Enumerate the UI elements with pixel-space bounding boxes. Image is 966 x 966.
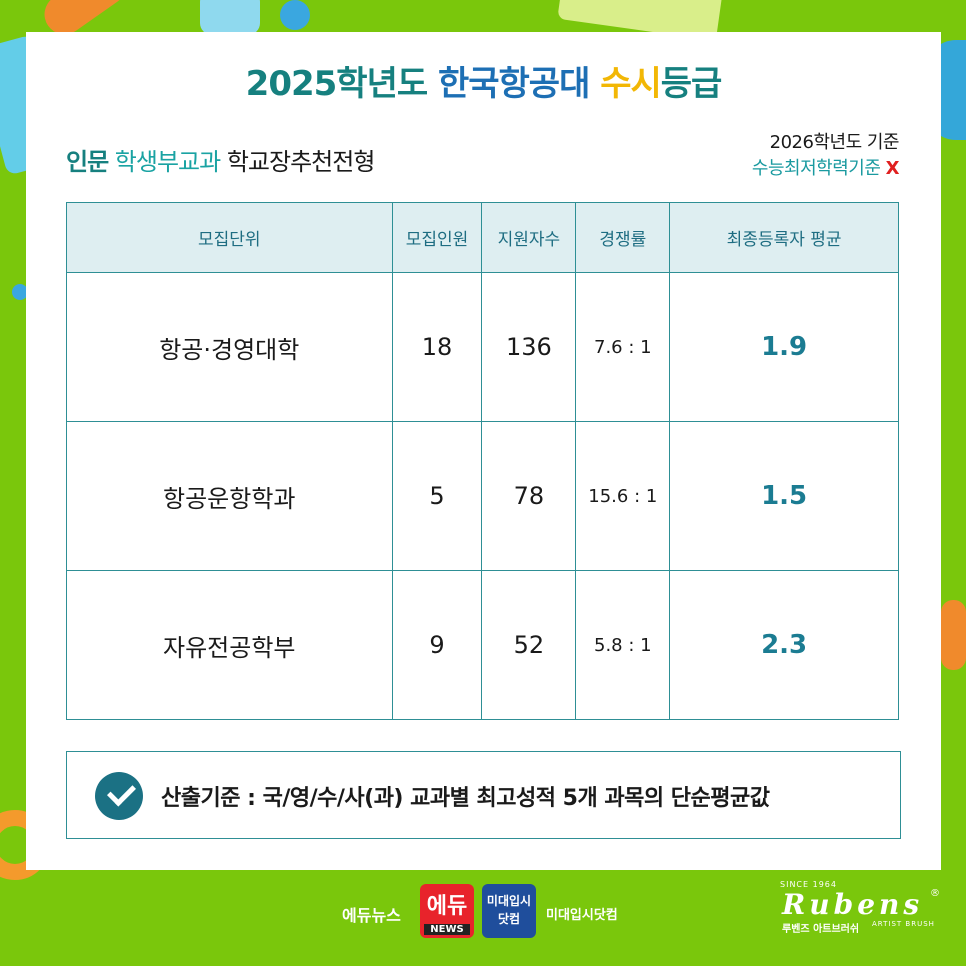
- header-ratio: 경쟁률: [575, 202, 671, 273]
- basis-x-mark: X: [885, 158, 900, 179]
- cell-unit: 자유전공학부: [66, 570, 393, 720]
- table-header-row: 모집단위 모집인원 지원자수 경쟁률 최종등록자 평균: [66, 202, 899, 273]
- cell-quota: 9: [391, 570, 483, 720]
- table-row: 항공운항학과 5 78 15.6 : 1 1.5: [66, 421, 899, 571]
- header-unit: 모집단위: [66, 202, 393, 273]
- rubens-since: SINCE 1964: [780, 880, 837, 889]
- footer-edunews-text: 에듀뉴스: [342, 906, 401, 925]
- rubens-korean-name: 루벤즈 아트브러쉬: [782, 924, 860, 935]
- results-table: 모집단위 모집인원 지원자수 경쟁률 최종등록자 평균 항공·경영대학 18 1…: [66, 202, 899, 720]
- check-icon: [95, 772, 143, 820]
- cell-average: 2.3: [669, 570, 899, 720]
- header-quota: 모집인원: [391, 202, 483, 273]
- footer-midae-text: 미대입시닷컴: [546, 908, 618, 923]
- rubens-registered-mark: ®: [930, 888, 940, 899]
- rubens-logo: Rubens: [782, 888, 924, 921]
- subtitle-category: 인문: [66, 148, 109, 176]
- cell-average: 1.9: [669, 272, 899, 422]
- basis-csat: 수능최저학력기준: [751, 158, 886, 179]
- edunews-logo-sub: NEWS: [424, 924, 470, 935]
- cell-ratio: 15.6 : 1: [575, 421, 671, 571]
- decorative-orange-shape: [941, 600, 966, 670]
- title-year: 2025학년도: [245, 64, 438, 104]
- decorative-dot: [12, 284, 28, 300]
- calculation-note: 산출기준 : 국/영/수/사(과) 교과별 최고성적 5개 과목의 단순평균값: [66, 751, 901, 839]
- basis-note: 2026학년도 기준 수능최저학력기준 X: [751, 130, 900, 182]
- cell-average: 1.5: [669, 421, 899, 571]
- midae-logo-line2: 닷컴: [497, 912, 521, 926]
- footer: 에듀뉴스 에듀 NEWS 미대입시 닷컴 미대입시닷컴 SINCE 1964 R…: [0, 880, 966, 966]
- cell-applicants: 78: [481, 421, 577, 571]
- decorative-star: [280, 0, 310, 30]
- rubens-english-name: ARTIST BRUSH: [872, 920, 935, 928]
- cell-ratio: 5.8 : 1: [575, 570, 671, 720]
- subtitle-type: 학생부교과: [108, 148, 227, 176]
- table-row: 자유전공학부 9 52 5.8 : 1 2.3: [66, 570, 899, 720]
- header-average: 최종등록자 평균: [669, 202, 899, 273]
- cell-quota: 18: [391, 272, 483, 422]
- table-row: 항공·경영대학 18 136 7.6 : 1 1.9: [66, 272, 899, 422]
- title-school: 한국항공대: [437, 64, 601, 104]
- cell-unit: 항공운항학과: [66, 421, 393, 571]
- cell-ratio: 7.6 : 1: [575, 272, 671, 422]
- page-title: 2025학년도 한국항공대 수시등급: [26, 56, 941, 105]
- calculation-note-text: 산출기준 : 국/영/수/사(과) 교과별 최고성적 5개 과목의 단순평균값: [161, 786, 770, 811]
- midae-logo: 미대입시 닷컴: [482, 884, 536, 938]
- edunews-logo: 에듀 NEWS: [420, 884, 474, 938]
- subtitle-track: 학교장추천전형: [226, 148, 376, 176]
- content-card: 2025학년도 한국항공대 수시등급 인문 학생부교과 학교장추천전형 2026…: [26, 32, 941, 870]
- title-susi: 수시: [600, 64, 662, 104]
- basis-year: 2026학년도 기준: [769, 132, 900, 153]
- midae-logo-line1: 미대입시: [486, 894, 532, 908]
- section-subtitle: 인문 학생부교과 학교장추천전형: [66, 142, 376, 177]
- cell-applicants: 136: [481, 272, 577, 422]
- cell-applicants: 52: [481, 570, 577, 720]
- header-applicants: 지원자수: [481, 202, 577, 273]
- decorative-bottle: [200, 0, 260, 35]
- edunews-logo-text: 에듀: [426, 894, 468, 919]
- cell-quota: 5: [391, 421, 483, 571]
- cell-unit: 항공·경영대학: [66, 272, 393, 422]
- title-grade: 등급: [660, 64, 723, 104]
